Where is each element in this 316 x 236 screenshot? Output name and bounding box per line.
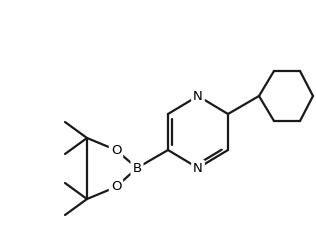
Text: B: B <box>132 161 142 174</box>
Text: N: N <box>193 89 203 102</box>
Text: O: O <box>111 143 121 156</box>
Text: O: O <box>111 181 121 194</box>
Text: N: N <box>193 161 203 174</box>
